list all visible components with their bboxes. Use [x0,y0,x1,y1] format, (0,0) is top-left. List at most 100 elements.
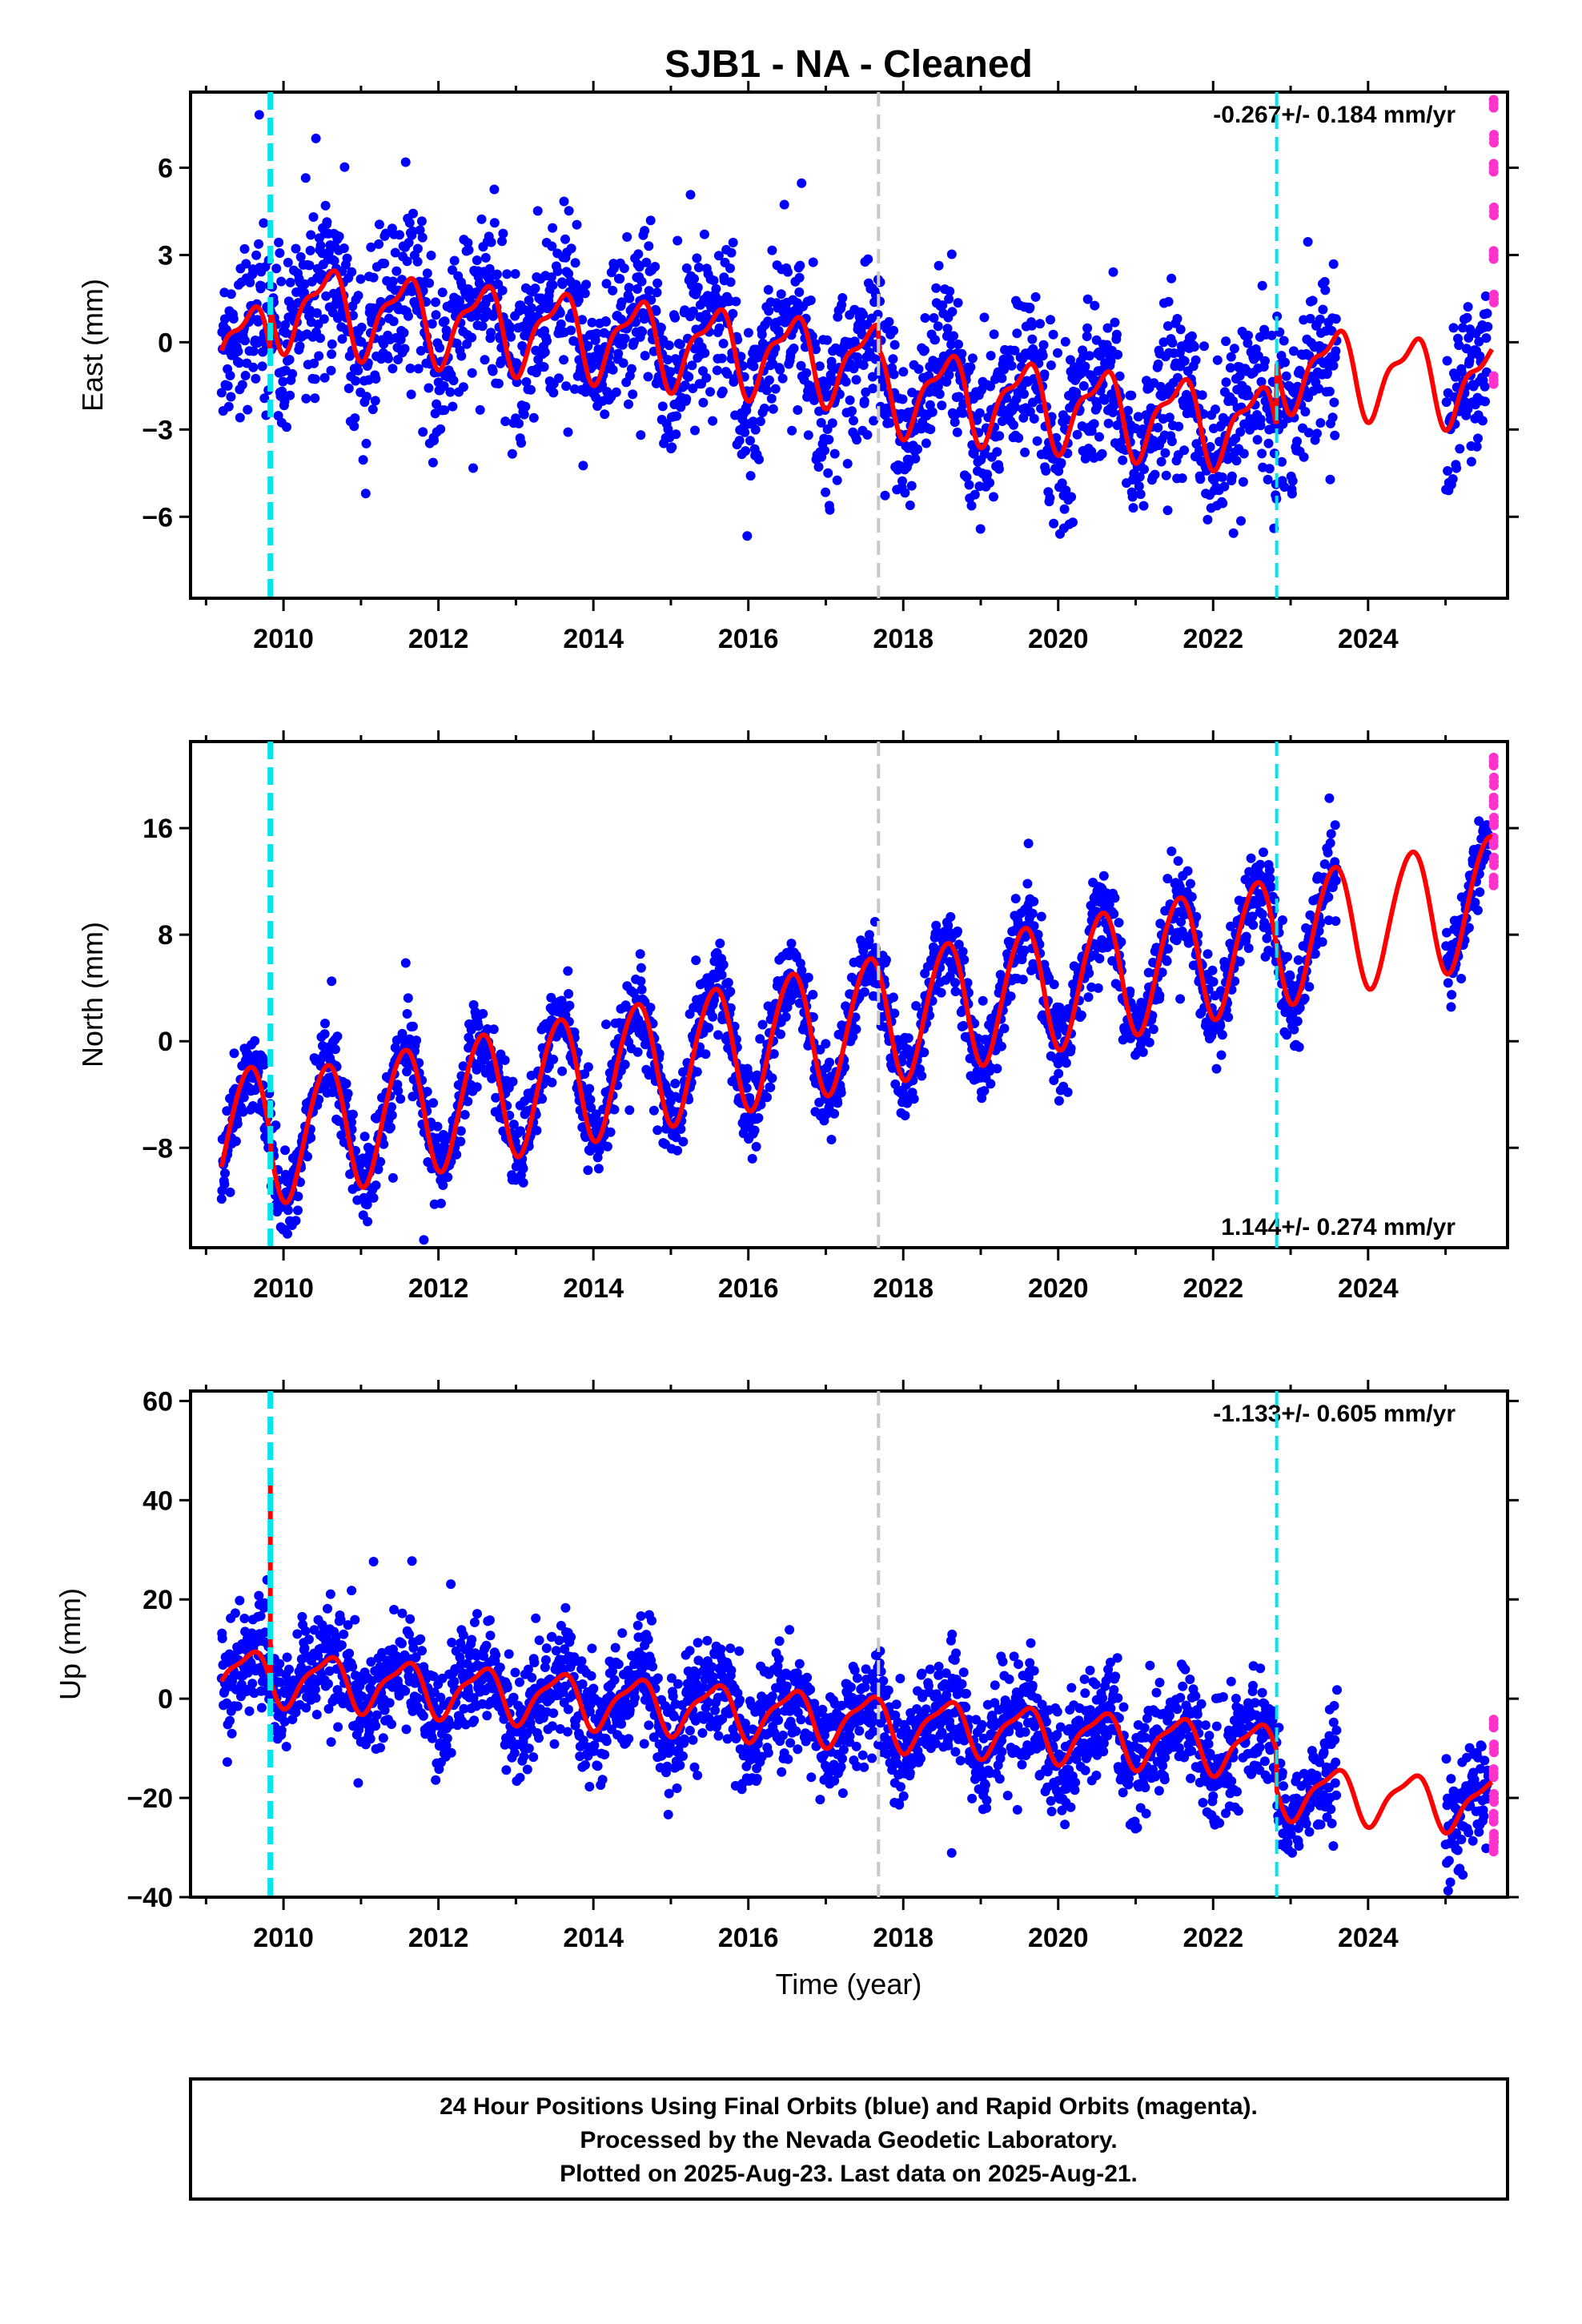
final-orbit-point [967,353,978,364]
final-orbit-point [946,340,957,350]
final-orbit-point [1293,955,1303,965]
final-orbit-point [718,339,729,348]
final-orbit-point [1211,404,1220,415]
final-orbit-point [917,1071,927,1081]
final-orbit-point [400,344,410,354]
final-orbit-point [271,263,282,274]
final-orbit-point [559,196,569,207]
final-orbit-point [889,369,899,380]
final-orbit-point [504,321,515,332]
final-orbit-point [412,1035,422,1046]
final-orbit-point [1054,1068,1064,1079]
final-orbit-point [934,260,944,271]
final-orbit-point [284,355,295,365]
final-orbit-point [1139,464,1149,474]
final-orbit-point [489,218,500,228]
final-orbit-point [1443,978,1453,988]
final-orbit-point [417,232,428,243]
final-orbit-point [954,939,964,950]
final-orbit-point [1054,1096,1064,1106]
final-orbit-point [416,216,427,227]
y-tick-label: 0 [158,1027,173,1057]
final-orbit-point [1033,930,1043,939]
final-orbit-point [233,346,243,356]
final-orbit-point [608,285,618,296]
final-orbit-point [717,970,727,980]
final-orbit-point [759,404,769,413]
final-orbit-point [1208,977,1219,987]
final-orbit-point [1082,332,1092,341]
final-orbit-point [692,1067,702,1077]
final-orbit-point [557,279,568,289]
final-orbit-point [569,384,580,394]
final-orbit-point [632,283,642,294]
final-orbit-point [950,978,960,988]
north-final-orbit-points [216,793,1493,1245]
final-orbit-point [1305,313,1315,324]
final-orbit-point [374,219,384,230]
final-orbit-point [1257,280,1267,291]
final-orbit-point [1111,329,1122,340]
final-orbit-point [690,425,700,436]
final-orbit-point [770,384,781,394]
final-orbit-point [681,394,692,404]
panel-north: North (mm) 1.144+/- 0.274 mm/yr −8081620… [76,730,1519,1304]
final-orbit-point [970,489,980,500]
final-orbit-point [742,531,753,541]
final-orbit-point [794,272,805,283]
final-orbit-point [749,1125,760,1136]
final-orbit-point [395,230,404,240]
final-orbit-point [497,236,507,247]
final-orbit-point [1442,356,1452,366]
final-orbit-point [852,435,862,445]
final-orbit-point [428,457,438,468]
final-orbit-point [456,1126,466,1136]
x-tick-label: 2016 [718,1273,779,1304]
final-orbit-point [1320,285,1331,296]
final-orbit-point [885,418,895,428]
final-orbit-point [673,1145,683,1156]
east-rapid-orbit-points [1488,94,1499,389]
final-orbit-point [796,360,806,371]
final-orbit-point [1279,482,1290,493]
final-orbit-point [837,293,848,303]
final-orbit-point [644,241,654,251]
final-orbit-point [399,328,409,338]
final-orbit-point [1285,971,1295,981]
final-orbit-point [387,364,398,374]
final-orbit-point [285,390,295,400]
final-orbit-point [711,283,721,294]
final-orbit-point [620,1000,631,1011]
final-orbit-point [705,387,715,397]
final-orbit-point [343,1088,353,1099]
final-orbit-point [432,1121,443,1132]
final-orbit-point [632,1047,643,1057]
final-orbit-point [926,424,936,435]
final-orbit-point [1327,412,1338,423]
final-orbit-point [1328,360,1339,371]
final-orbit-point [1060,336,1070,347]
final-orbit-point [622,231,632,242]
final-orbit-point [455,296,464,307]
final-orbit-point [445,387,456,397]
final-orbit-point [1189,342,1199,352]
final-orbit-point [994,431,1005,441]
final-orbit-point [1211,1063,1222,1074]
final-orbit-point [1217,472,1227,482]
final-orbit-point [910,453,921,464]
final-orbit-point [1257,909,1267,919]
final-orbit-point [864,930,874,940]
final-orbit-point [362,1200,372,1210]
final-orbit-point [972,415,982,425]
north-rate-label: 1.144+/- 0.274 mm/yr [1221,1214,1456,1240]
final-orbit-point [1029,921,1039,931]
final-orbit-point [1046,360,1056,371]
final-orbit-point [919,345,930,356]
final-orbit-point [1318,304,1328,315]
final-orbit-point [1289,1024,1299,1035]
final-orbit-point [942,324,953,334]
final-orbit-point [239,1092,249,1103]
final-orbit-point [356,322,367,332]
final-orbit-point [633,249,644,259]
x-tick-label: 2010 [253,1273,314,1304]
